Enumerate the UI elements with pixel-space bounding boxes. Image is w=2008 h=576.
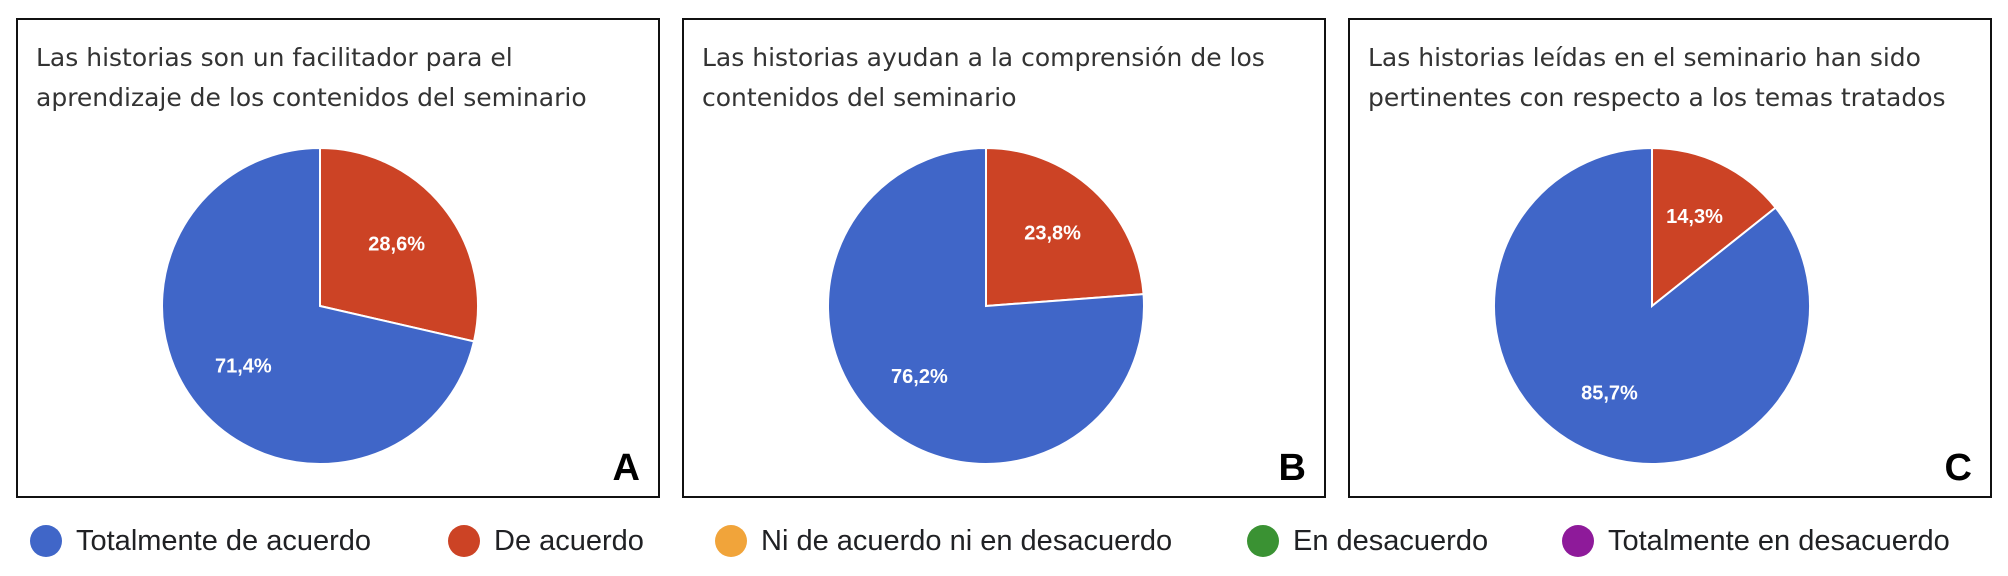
pie-slice bbox=[985, 146, 1145, 308]
pie-chart: 23,8% 76,2% bbox=[827, 146, 1145, 465]
pie-slice bbox=[1651, 146, 1778, 309]
chart-title: Las historias son un facilitador para el… bbox=[36, 43, 587, 112]
legend-swatch bbox=[1247, 525, 1279, 557]
slice-data-label: 14,3% bbox=[1666, 206, 1723, 228]
chart-title: Las historias leídas en el seminario han… bbox=[1368, 43, 1946, 112]
legend-label: Totalmente en desacuerdo bbox=[1608, 524, 1950, 557]
pie-chart: 14,3% 85,7% bbox=[1493, 146, 1811, 465]
slice-data-label: 23,8% bbox=[1024, 222, 1081, 244]
pie-slice bbox=[319, 146, 479, 343]
chart-panel-c: Las historias leídas en el seminario han… bbox=[1348, 18, 1992, 498]
slice-data-label: 71,4% bbox=[215, 355, 272, 377]
legend-item: Ni de acuerdo ni en desacuerdo bbox=[715, 516, 1172, 566]
legend-item: De acuerdo bbox=[448, 516, 644, 566]
legend-label: En desacuerdo bbox=[1293, 524, 1489, 557]
legend-swatch bbox=[1562, 525, 1594, 557]
slice-data-label: 76,2% bbox=[891, 366, 948, 388]
chart-legend: Totalmente de acuerdo De acuerdo Ni de a… bbox=[30, 516, 1990, 566]
chart-panel-b: Las historias ayudan a la comprensión de… bbox=[682, 18, 1326, 498]
legend-swatch bbox=[448, 525, 480, 557]
legend-item: Totalmente en desacuerdo bbox=[1562, 516, 1950, 566]
legend-label: De acuerdo bbox=[494, 524, 644, 557]
pie-slice bbox=[161, 146, 476, 465]
slice-data-label: 85,7% bbox=[1581, 383, 1638, 405]
slice-data-label: 28,6% bbox=[368, 233, 425, 255]
legend-label: Totalmente de acuerdo bbox=[76, 524, 372, 557]
legend-item: Totalmente de acuerdo bbox=[30, 516, 371, 566]
chart-title: Las historias ayudan a la comprensión de… bbox=[702, 43, 1265, 112]
chart-panel-a: Las historias son un facilitador para el… bbox=[16, 18, 660, 498]
legend-label: Ni de acuerdo ni en desacuerdo bbox=[761, 524, 1173, 557]
pie-chart: 28,6% 71,4% bbox=[161, 146, 479, 465]
panel-letter: C bbox=[1944, 447, 1972, 489]
pie-slice bbox=[827, 146, 1145, 465]
legend-swatch bbox=[30, 525, 62, 557]
panel-letter: B bbox=[1278, 447, 1306, 489]
legend-swatch bbox=[715, 525, 747, 557]
pie-slice bbox=[1493, 146, 1811, 465]
legend-item: En desacuerdo bbox=[1247, 516, 1488, 566]
panel-letter: A bbox=[612, 447, 640, 489]
